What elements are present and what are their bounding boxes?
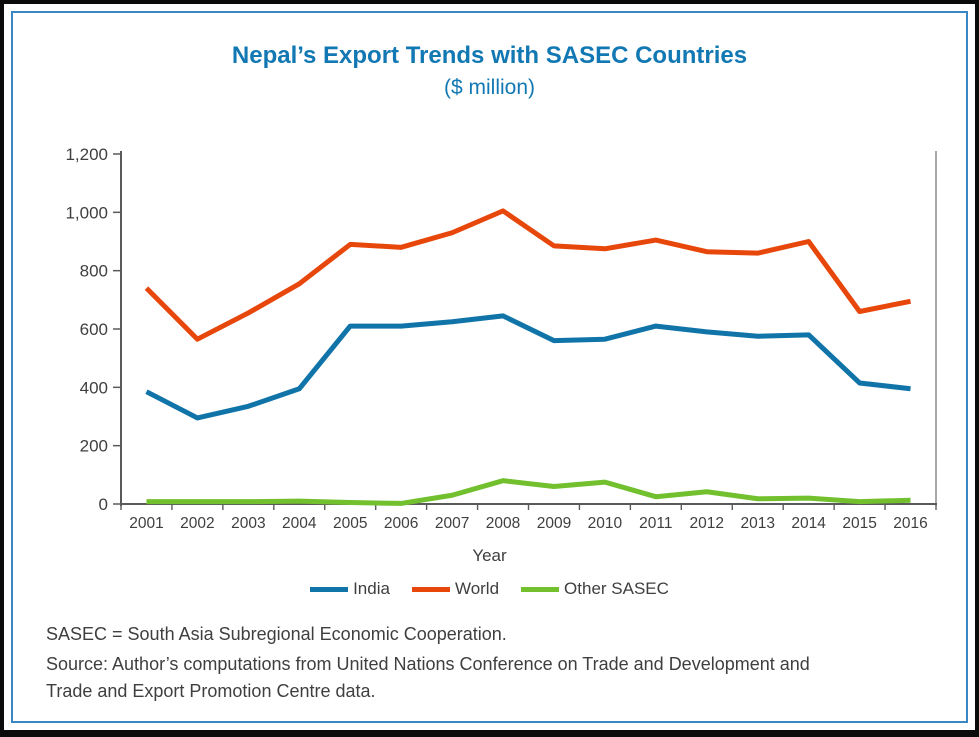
- y-tick-label: 800: [80, 262, 108, 281]
- legend-label-india: India: [353, 579, 390, 598]
- legend-item-world: World: [411, 579, 500, 599]
- x-tick-label: 2016: [893, 515, 927, 532]
- x-axis-title: Year: [472, 546, 507, 565]
- x-tick-label: 2010: [588, 515, 623, 532]
- y-tick-label: 1,200: [65, 145, 108, 164]
- y-tick-label: 0: [99, 495, 108, 514]
- x-tick-label: 2008: [486, 515, 520, 532]
- chart-title: Nepal’s Export Trends with SASEC Countri…: [231, 42, 748, 69]
- series-line-other-sasec: [146, 478, 911, 506]
- y-tick-label: 1,000: [65, 203, 108, 222]
- legend-label-other-sasec: Other SASEC: [564, 579, 669, 598]
- footnote-source-line1: Source: Author’s computations from Unite…: [46, 654, 810, 674]
- x-tick-label: 2011: [639, 515, 672, 532]
- x-tick-label: 2001: [129, 515, 163, 532]
- footnote-source-line2: Trade and Export Promotion Centre data.: [46, 681, 376, 701]
- series-line-india: [145, 313, 911, 421]
- y-tick-label: 400: [80, 378, 108, 397]
- x-tick-label: 2009: [537, 515, 571, 532]
- x-tick-label: 2002: [180, 515, 214, 532]
- x-tick-label: 2007: [435, 515, 469, 532]
- chart-legend: India World Other SASEC: [4, 579, 975, 599]
- export-trends-line-chart: 0 200 400 600 800 1,000 1,200 2001 2002 2003 2004 2…: [65, 145, 937, 532]
- other-sasec-line-swatch-icon: [521, 586, 560, 592]
- chart-subtitle: ($ million): [443, 75, 535, 99]
- x-tick-label: 2004: [282, 515, 317, 532]
- legend-label-world: World: [454, 579, 500, 598]
- y-tick-label: 600: [80, 320, 108, 339]
- x-tick-label: 2013: [740, 515, 774, 532]
- series-line-world: [144, 208, 912, 342]
- x-tick-label: 2014: [791, 515, 826, 532]
- footnote: SASEC = South Asia Subregional Economic …: [46, 621, 946, 705]
- india-line-swatch-icon: [310, 586, 349, 592]
- footnote-abbreviation: SASEC = South Asia Subregional Economic …: [46, 624, 507, 644]
- x-tick-label: 2003: [231, 515, 265, 532]
- chart-header: Nepal’s Export Trends with SASEC Countri…: [4, 42, 975, 100]
- x-tick-label: 2005: [333, 515, 367, 532]
- legend-item-india: India: [310, 579, 390, 599]
- x-tick-label: 2015: [842, 515, 876, 532]
- world-line-swatch-icon: [411, 586, 450, 592]
- legend-item-other-sasec: Other SASEC: [521, 579, 669, 599]
- x-tick-label: 2006: [384, 515, 418, 532]
- x-tick-label: 2012: [690, 515, 724, 532]
- y-tick-label: 200: [80, 437, 108, 456]
